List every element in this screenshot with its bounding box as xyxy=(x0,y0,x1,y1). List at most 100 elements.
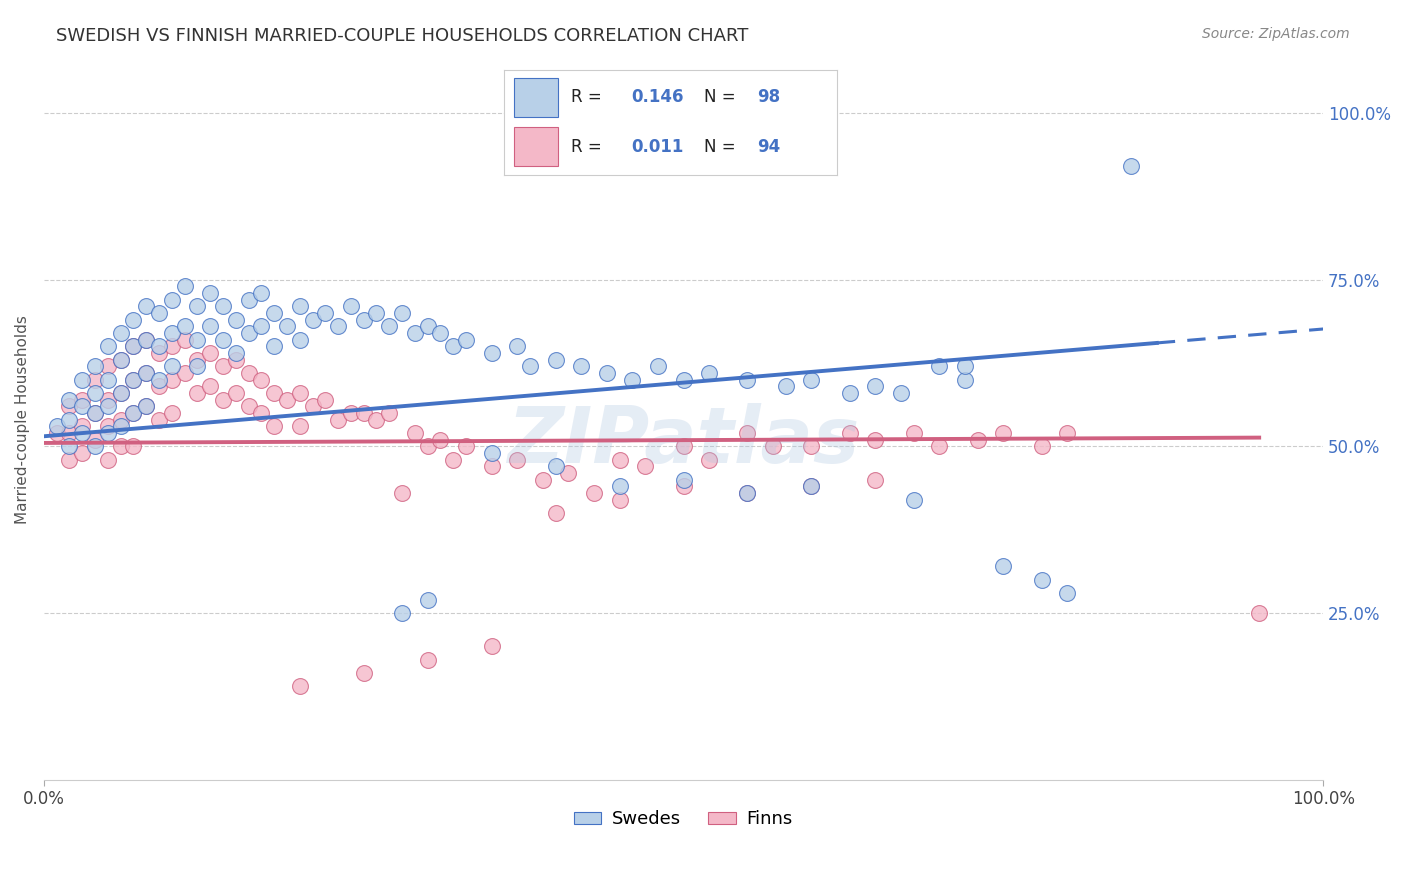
Point xyxy=(391,306,413,320)
Point xyxy=(135,366,157,380)
Point xyxy=(97,392,120,407)
Point xyxy=(838,425,860,440)
Point xyxy=(58,392,80,407)
Point xyxy=(800,373,823,387)
Point xyxy=(186,359,208,374)
Point xyxy=(212,392,235,407)
Point xyxy=(225,352,247,367)
Point xyxy=(481,459,503,474)
Point xyxy=(160,406,183,420)
Point xyxy=(697,366,720,380)
Point xyxy=(225,386,247,401)
Point xyxy=(198,285,221,300)
Point xyxy=(391,486,413,500)
Point xyxy=(160,359,183,374)
Point xyxy=(135,366,157,380)
Point xyxy=(238,366,260,380)
Point xyxy=(97,419,120,434)
Point xyxy=(122,406,145,420)
Point xyxy=(212,333,235,347)
Point xyxy=(97,452,120,467)
Text: SWEDISH VS FINNISH MARRIED-COUPLE HOUSEHOLDS CORRELATION CHART: SWEDISH VS FINNISH MARRIED-COUPLE HOUSEH… xyxy=(56,27,748,45)
Point xyxy=(378,319,401,334)
Point xyxy=(97,399,120,413)
Point xyxy=(148,373,170,387)
Point xyxy=(72,446,94,460)
Point xyxy=(135,399,157,413)
Point xyxy=(110,352,132,367)
Point xyxy=(288,679,311,693)
Point xyxy=(903,492,925,507)
Point xyxy=(276,319,298,334)
Point xyxy=(737,486,759,500)
Point xyxy=(441,452,464,467)
Point xyxy=(429,326,451,340)
Point xyxy=(173,333,195,347)
Point xyxy=(569,359,592,374)
Point xyxy=(173,366,195,380)
Point xyxy=(58,439,80,453)
Point xyxy=(1031,439,1053,453)
Legend: Swedes, Finns: Swedes, Finns xyxy=(567,803,800,836)
Point xyxy=(928,359,950,374)
Point xyxy=(45,425,67,440)
Point xyxy=(506,452,529,467)
Point xyxy=(953,373,976,387)
Point xyxy=(544,459,567,474)
Point xyxy=(481,446,503,460)
Point xyxy=(519,359,541,374)
Point xyxy=(353,312,375,326)
Point xyxy=(72,425,94,440)
Point xyxy=(238,326,260,340)
Point xyxy=(148,346,170,360)
Point xyxy=(609,479,631,493)
Point xyxy=(416,439,439,453)
Point xyxy=(326,319,349,334)
Point xyxy=(135,299,157,313)
Point xyxy=(173,279,195,293)
Point xyxy=(865,433,887,447)
Point xyxy=(391,606,413,620)
Point xyxy=(135,399,157,413)
Point xyxy=(160,293,183,307)
Point xyxy=(1121,159,1143,173)
Point xyxy=(72,373,94,387)
Point xyxy=(621,373,644,387)
Point xyxy=(250,373,273,387)
Point xyxy=(557,466,579,480)
Point xyxy=(993,559,1015,574)
Point xyxy=(634,459,657,474)
Point xyxy=(697,452,720,467)
Point xyxy=(737,425,759,440)
Point xyxy=(454,439,477,453)
Point xyxy=(404,326,426,340)
Point xyxy=(672,479,695,493)
Point xyxy=(416,592,439,607)
Point xyxy=(263,306,285,320)
Point xyxy=(582,486,605,500)
Point xyxy=(314,392,336,407)
Point xyxy=(416,319,439,334)
Point xyxy=(340,299,363,313)
Point xyxy=(800,479,823,493)
Point xyxy=(966,433,988,447)
Point xyxy=(865,379,887,393)
Text: Source: ZipAtlas.com: Source: ZipAtlas.com xyxy=(1202,27,1350,41)
Point xyxy=(288,333,311,347)
Point xyxy=(198,346,221,360)
Point xyxy=(928,439,950,453)
Point xyxy=(301,312,323,326)
Point xyxy=(122,373,145,387)
Point xyxy=(429,433,451,447)
Point xyxy=(672,473,695,487)
Point xyxy=(1056,586,1078,600)
Point xyxy=(366,412,388,426)
Point xyxy=(198,379,221,393)
Point xyxy=(148,306,170,320)
Point xyxy=(135,333,157,347)
Point xyxy=(544,352,567,367)
Point xyxy=(97,339,120,353)
Point xyxy=(97,425,120,440)
Point xyxy=(903,425,925,440)
Point xyxy=(775,379,797,393)
